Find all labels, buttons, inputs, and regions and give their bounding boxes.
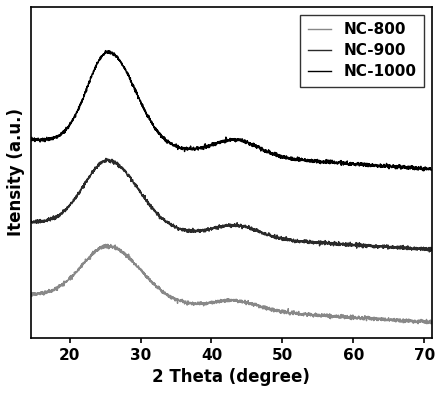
NC-1000 <box>344 161 349 166</box>
NC-900 <box>344 242 349 247</box>
NC-800 <box>429 319 434 323</box>
NC-1000 <box>212 140 218 145</box>
NC-1000 <box>429 168 434 173</box>
NC-900 <box>28 219 33 224</box>
NC-800 <box>28 290 33 295</box>
NC-1000 <box>417 166 423 171</box>
Legend: NC-800, NC-900, NC-1000: NC-800, NC-900, NC-1000 <box>300 15 424 87</box>
NC-1000 <box>420 169 426 173</box>
Line: NC-800: NC-800 <box>31 244 431 324</box>
NC-1000 <box>223 138 228 142</box>
NC-800 <box>344 315 349 320</box>
NC-900 <box>48 215 54 220</box>
NC-800 <box>105 242 110 247</box>
NC-900 <box>417 246 423 251</box>
NC-900 <box>223 224 228 228</box>
Line: NC-900: NC-900 <box>31 158 431 252</box>
NC-1000 <box>48 135 54 140</box>
NC-1000 <box>28 136 33 141</box>
NC-800 <box>417 320 423 324</box>
NC-900 <box>417 246 423 251</box>
NC-800 <box>428 321 434 326</box>
NC-800 <box>212 300 218 305</box>
Line: NC-1000: NC-1000 <box>31 51 431 171</box>
Y-axis label: Itensity (a.u.): Itensity (a.u.) <box>7 108 25 236</box>
NC-900 <box>429 248 434 253</box>
NC-800 <box>48 288 54 293</box>
NC-900 <box>212 225 218 230</box>
NC-900 <box>103 156 109 161</box>
NC-900 <box>427 250 432 254</box>
NC-800 <box>223 298 228 303</box>
NC-1000 <box>417 165 423 170</box>
NC-800 <box>417 320 423 324</box>
NC-1000 <box>103 48 108 53</box>
X-axis label: 2 Theta (degree): 2 Theta (degree) <box>152 368 310 386</box>
